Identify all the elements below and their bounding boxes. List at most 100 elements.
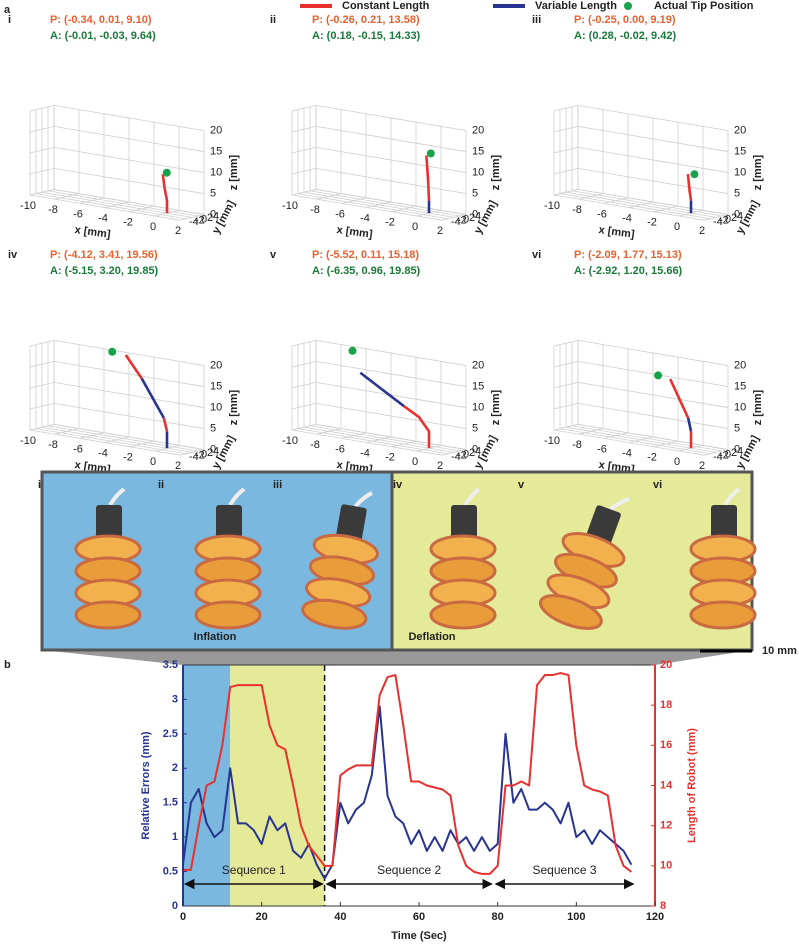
grid-line [577, 339, 729, 366]
z-tick-label: 5 [210, 187, 216, 199]
y-tick-label: 0 [201, 448, 207, 460]
y-tick-label: 0 [725, 213, 731, 225]
x-tick-label: -8 [572, 439, 582, 451]
y-tick-label: 0 [172, 900, 178, 912]
grid-line [553, 194, 705, 221]
grid-line [291, 381, 317, 389]
y-tick-label: 2.5 [163, 728, 178, 740]
grid-line [577, 167, 729, 194]
data-line [182, 705, 633, 880]
actual-text: A: (-6.35, 0.96, 19.85) [312, 265, 421, 277]
grid-line [29, 381, 55, 389]
legend-label: Constant Length [342, 0, 430, 12]
x-tick-label: -10 [282, 200, 298, 212]
grid-line [29, 360, 55, 368]
grid-line [553, 423, 579, 431]
x-tick-label: 2 [175, 225, 181, 237]
y-tick-label: 0 [725, 448, 731, 460]
grid-line [553, 146, 579, 154]
phase-label: Deflation [408, 631, 455, 643]
x-tick-label: 0 [150, 456, 156, 468]
grid-line [35, 193, 187, 220]
y-tick-label: -4 [451, 216, 461, 228]
grid-line [29, 429, 181, 456]
grid-line [553, 125, 579, 133]
y-tick-label: 3 [172, 693, 178, 705]
grid-line [29, 167, 55, 175]
x-axis-label: x [mm] [598, 224, 636, 241]
subplot-label: vi [532, 249, 541, 261]
y-tick-label: 4 [475, 445, 481, 457]
robot-sensor [336, 504, 367, 542]
z-tick-label: 15 [210, 145, 222, 157]
y-tick-label: 2 [207, 212, 213, 224]
x-tick-label: 120 [646, 911, 664, 923]
subplot-label: i [8, 14, 11, 26]
actual-tip [108, 347, 117, 356]
z-tick-label: 15 [210, 380, 222, 392]
grid-line [291, 402, 317, 410]
actual-text: A: (0.28, -0.02, 9.42) [574, 30, 676, 42]
z-tick-label: 20 [734, 124, 746, 136]
y2-tick-label: 12 [660, 820, 672, 832]
robot-sensor [586, 505, 621, 545]
y-tick-label: -2 [719, 215, 729, 227]
x-tick-label: -2 [123, 217, 133, 229]
z-tick-label: 20 [472, 359, 484, 371]
grid-line [553, 360, 579, 368]
z-axis-label: z [mm] [228, 390, 240, 426]
connector [42, 650, 752, 665]
phase-label: Inflation [194, 631, 237, 643]
x-tick-label: -10 [282, 435, 298, 447]
grid-line [291, 360, 317, 368]
grid-line [47, 190, 199, 217]
z-tick-label: 10 [210, 401, 222, 413]
grid-line [29, 104, 55, 112]
x-tick-label: 0 [674, 456, 680, 468]
grid-line [41, 426, 193, 453]
grid-line [309, 190, 461, 217]
x-tick-label: 0 [412, 456, 418, 468]
z-tick-label: 5 [472, 187, 478, 199]
x-tick-label: -4 [360, 448, 370, 460]
grid-line [577, 146, 729, 173]
grid-line [565, 426, 717, 453]
y-tick-label: 4 [213, 210, 219, 222]
photo-label: iii [273, 479, 282, 491]
y-tick-label: -4 [189, 216, 199, 228]
grid-line [315, 167, 467, 194]
grid-line [559, 428, 711, 455]
z-tick-label: 0 [472, 443, 478, 455]
actual-tip [162, 168, 171, 177]
robot-chamber [429, 600, 497, 630]
x-tick-label: -2 [647, 452, 657, 464]
x-tick-label: -4 [98, 448, 108, 460]
z-tick-label: 15 [734, 145, 746, 157]
scale-bar-label: 10 mm [762, 645, 797, 657]
grid-line [553, 188, 579, 196]
x-tick-label: 80 [492, 911, 504, 923]
photo-label: vi [653, 479, 662, 491]
grid-line [53, 146, 205, 173]
x-tick-label: 2 [699, 460, 705, 472]
grid-line [315, 188, 467, 215]
grid-line [291, 194, 443, 221]
legend-swatch [624, 2, 632, 10]
z-tick-label: 0 [472, 208, 478, 220]
grid-line [559, 193, 711, 220]
y-tick-label: 0 [201, 213, 207, 225]
x-tick-label: 2 [699, 225, 705, 237]
z-tick-label: 0 [734, 208, 740, 220]
y-axis-label: Relative Errors (mm) [140, 731, 152, 840]
legend-label: Variable Length [535, 0, 617, 12]
predicted-text: P: (-0.26, 0.21, 13.58) [312, 14, 420, 26]
grid-line [29, 194, 181, 221]
actual-tip [690, 170, 699, 179]
x-tick-label: -10 [544, 200, 560, 212]
z-tick-label: 5 [472, 422, 478, 434]
z-axis-label: z [mm] [752, 390, 764, 426]
grid-line [315, 339, 467, 366]
y-tick-label: 0 [463, 448, 469, 460]
grid-line [35, 428, 187, 455]
robot-sensor [96, 505, 122, 539]
